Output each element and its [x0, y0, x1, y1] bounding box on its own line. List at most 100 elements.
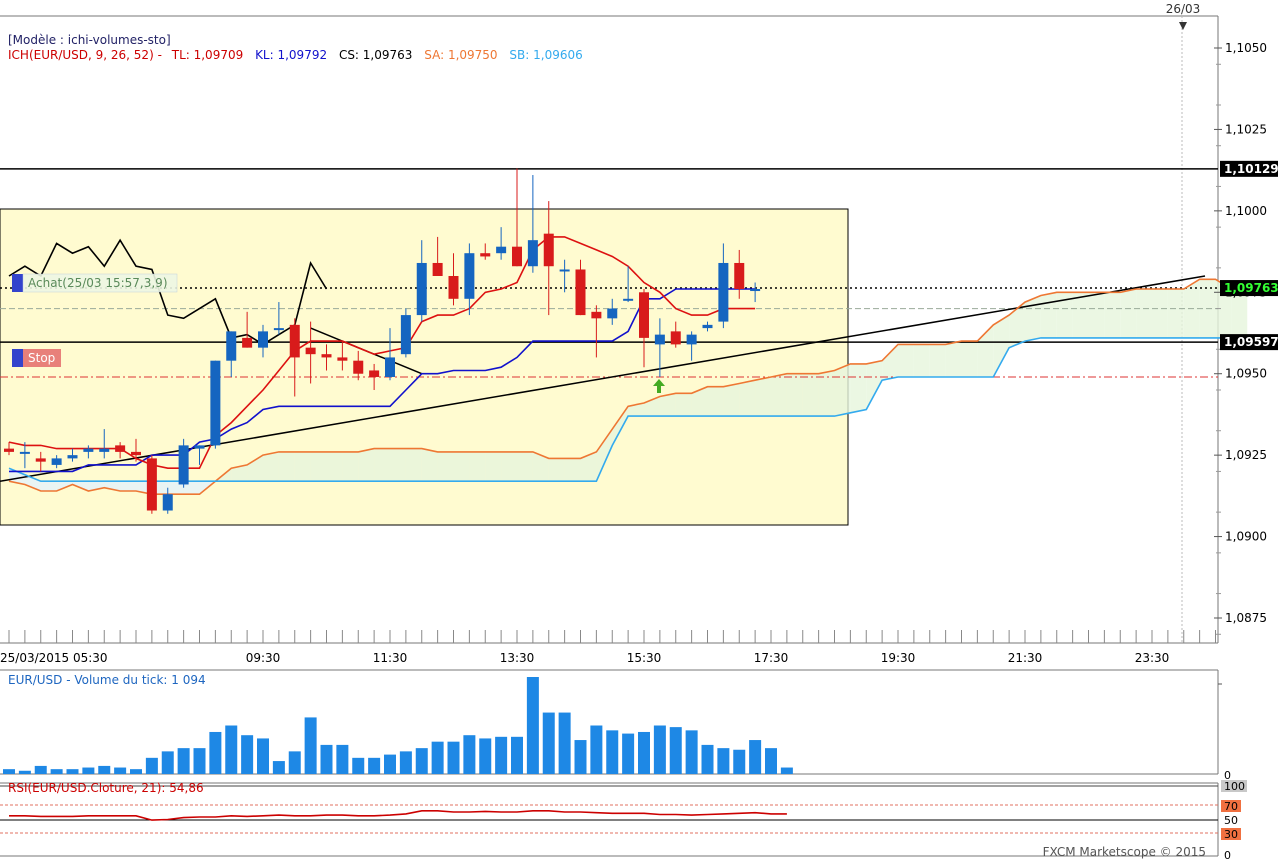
- volume-bar[interactable]: [193, 748, 206, 774]
- volume-bar[interactable]: [526, 677, 539, 774]
- volume-bar[interactable]: [225, 725, 238, 775]
- volume-bar[interactable]: [765, 748, 777, 774]
- candle-up[interactable]: [273, 302, 284, 335]
- volume-bar[interactable]: [463, 735, 476, 774]
- volume-bar[interactable]: [431, 741, 444, 774]
- volume-bar[interactable]: [447, 741, 460, 774]
- candle-up[interactable]: [527, 175, 538, 273]
- volume-bar[interactable]: [415, 748, 428, 774]
- candle-up[interactable]: [607, 298, 618, 325]
- volume-bar[interactable]: [257, 738, 269, 774]
- volume-bar[interactable]: [717, 748, 730, 774]
- volume-bar[interactable]: [114, 767, 127, 774]
- candle-up[interactable]: [702, 321, 713, 332]
- candle-up[interactable]: [654, 318, 665, 377]
- candle-down[interactable]: [543, 201, 554, 316]
- candle-up[interactable]: [750, 282, 761, 303]
- volume-bar[interactable]: [368, 757, 381, 774]
- candle-up[interactable]: [623, 266, 634, 303]
- candle-up[interactable]: [400, 308, 411, 358]
- volume-bar[interactable]: [590, 725, 603, 775]
- volume-bar[interactable]: [542, 712, 555, 774]
- stop-order-marker[interactable]: Stop: [12, 349, 61, 367]
- candle-down[interactable]: [146, 455, 157, 514]
- rsi-pane[interactable]: RSI(EUR/USD.Cloture, 21): 54,86 100 70 5…: [0, 780, 1247, 862]
- volume-bar[interactable]: [653, 725, 666, 775]
- candle-up[interactable]: [416, 240, 427, 322]
- candle-down[interactable]: [591, 305, 602, 358]
- buy-order-marker[interactable]: Achat(25/03 15:57,3,9): [12, 273, 178, 293]
- volume-bar[interactable]: [733, 749, 746, 774]
- candle-up[interactable]: [51, 455, 62, 469]
- candle-up[interactable]: [99, 429, 110, 459]
- volume-bar[interactable]: [145, 757, 158, 774]
- candle-down[interactable]: [432, 236, 443, 276]
- volume-bar[interactable]: [638, 731, 650, 774]
- volume-bar[interactable]: [399, 751, 412, 774]
- volume-bar[interactable]: [685, 730, 698, 774]
- volume-bar[interactable]: [336, 744, 349, 774]
- volume-bar[interactable]: [384, 754, 396, 774]
- volume-bar[interactable]: [18, 770, 31, 774]
- candle-down[interactable]: [35, 451, 46, 472]
- candle-down[interactable]: [670, 321, 681, 348]
- candle-up[interactable]: [686, 331, 697, 361]
- volume-bar[interactable]: [479, 738, 492, 774]
- volume-bar[interactable]: [701, 744, 714, 774]
- volume-bar[interactable]: [177, 748, 190, 774]
- price-pane[interactable]: 26/03 25/03/2015 05:30 09:30 11:30 13:30 15:…: [0, 2, 1279, 665]
- volume-pane[interactable]: EUR/USD - Volume du tick: 1 094 0: [0, 669, 1231, 782]
- volume-bar[interactable]: [352, 757, 365, 774]
- candle-down[interactable]: [4, 442, 14, 456]
- candle-up[interactable]: [178, 438, 189, 488]
- volume-bar[interactable]: [3, 769, 15, 774]
- candle-down[interactable]: [289, 318, 300, 397]
- candle-up[interactable]: [226, 331, 237, 377]
- volume-bar[interactable]: [606, 730, 619, 774]
- candle-up[interactable]: [67, 448, 78, 462]
- volume-bar[interactable]: [288, 751, 301, 774]
- candle-down[interactable]: [115, 442, 126, 459]
- volume-bar[interactable]: [161, 751, 174, 774]
- candle-down[interactable]: [131, 438, 141, 462]
- candle-up[interactable]: [385, 328, 395, 381]
- candle-down[interactable]: [321, 344, 332, 371]
- candle-up[interactable]: [210, 360, 221, 449]
- volume-bar[interactable]: [622, 733, 635, 774]
- candle-down[interactable]: [242, 311, 253, 348]
- candle-down[interactable]: [734, 249, 745, 299]
- volume-bar[interactable]: [209, 731, 222, 774]
- volume-bar[interactable]: [34, 765, 47, 774]
- volume-bar[interactable]: [558, 712, 571, 774]
- volume-bar[interactable]: [749, 740, 762, 774]
- candle-up[interactable]: [559, 259, 570, 293]
- candle-down[interactable]: [448, 253, 459, 306]
- candle-up[interactable]: [496, 227, 507, 260]
- volume-bar[interactable]: [574, 740, 587, 774]
- candle-up[interactable]: [258, 324, 268, 358]
- volume-bar[interactable]: [82, 767, 95, 774]
- volume-bar[interactable]: [272, 761, 285, 774]
- candle-up[interactable]: [194, 445, 205, 465]
- candle-down[interactable]: [639, 289, 649, 368]
- volume-bar[interactable]: [669, 727, 682, 774]
- volume-bar[interactable]: [66, 769, 79, 774]
- candle-down[interactable]: [369, 363, 380, 390]
- volume-bar[interactable]: [50, 769, 63, 774]
- candle-down[interactable]: [353, 350, 364, 381]
- volume-bar[interactable]: [130, 769, 142, 774]
- volume-bar[interactable]: [320, 744, 333, 774]
- volume-bar[interactable]: [304, 717, 317, 774]
- candle-down[interactable]: [305, 321, 316, 384]
- candle-up[interactable]: [162, 487, 173, 514]
- candle-down[interactable]: [337, 341, 348, 371]
- candle-up[interactable]: [19, 442, 30, 469]
- candle-down[interactable]: [575, 259, 586, 316]
- candle-up[interactable]: [83, 445, 94, 459]
- volume-bar[interactable]: [495, 736, 508, 774]
- candle-up[interactable]: [464, 243, 475, 316]
- volume-bar[interactable]: [511, 736, 523, 774]
- volume-bar[interactable]: [241, 735, 254, 774]
- volume-bar[interactable]: [98, 765, 111, 774]
- volume-bar[interactable]: [780, 767, 793, 774]
